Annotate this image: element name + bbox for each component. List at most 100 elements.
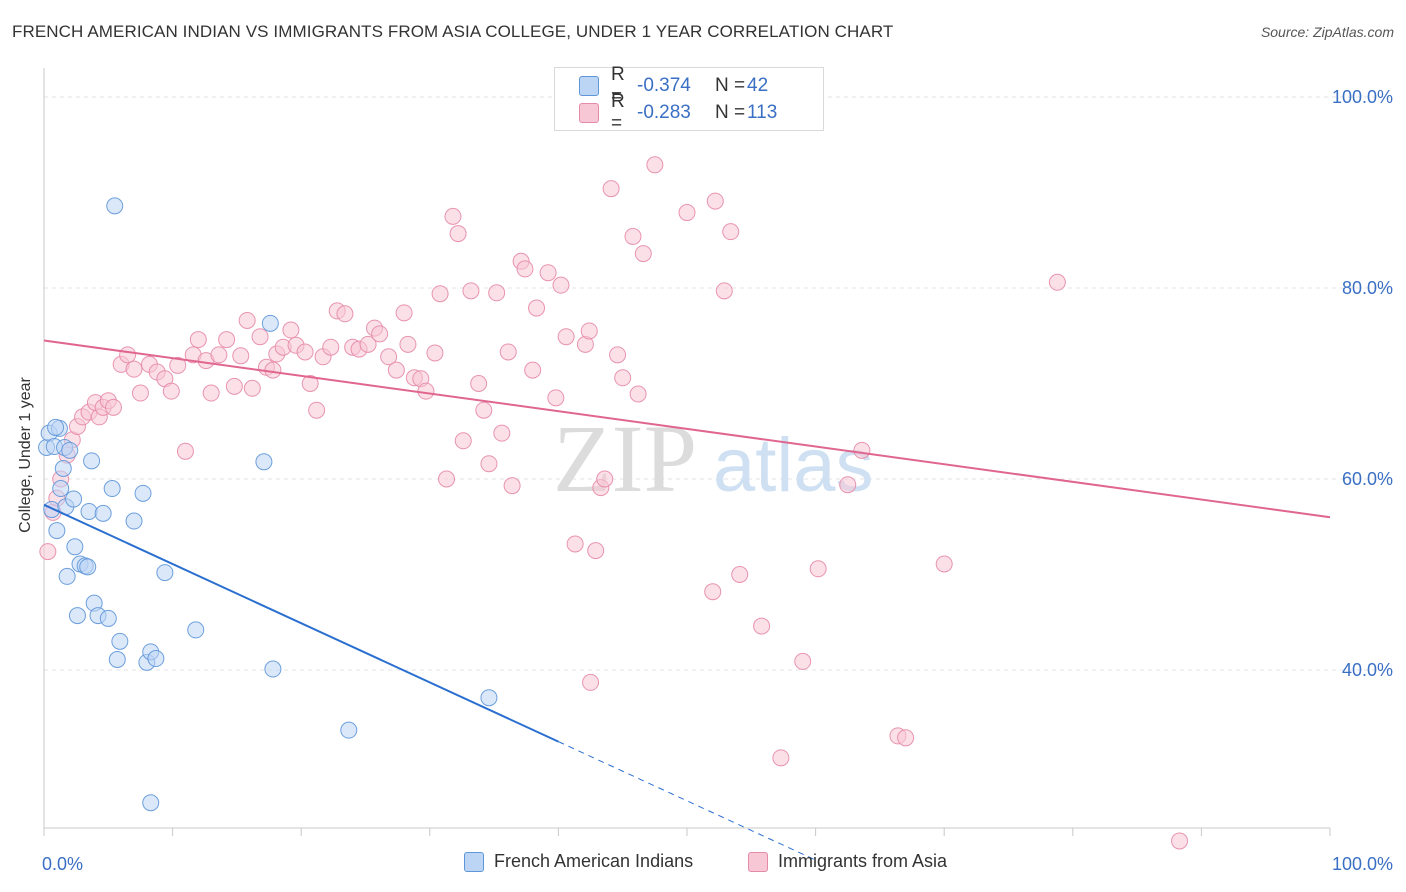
data-point	[449, 225, 467, 243]
data-point	[264, 660, 282, 678]
data-point	[493, 424, 511, 442]
data-point	[162, 382, 180, 400]
data-point	[387, 361, 405, 379]
data-point	[480, 455, 498, 473]
data-point	[156, 564, 174, 582]
data-point	[587, 542, 605, 560]
data-point	[582, 673, 600, 691]
data-point	[503, 477, 521, 495]
data-point	[704, 583, 722, 601]
trend-line-immigrants-from-asia	[43, 339, 1331, 519]
data-point	[794, 652, 812, 670]
data-point	[187, 621, 205, 639]
data-point	[68, 607, 86, 625]
french-american-indians-points	[38, 197, 498, 812]
data-point	[772, 749, 790, 767]
watermark-zip: ZIP	[553, 405, 697, 512]
data-point	[853, 441, 871, 459]
data-point	[255, 453, 273, 471]
x-tick-labels: 0.0% 100.0%	[42, 854, 1393, 874]
blue-swatch	[579, 76, 599, 96]
trend-lines	[43, 339, 1331, 861]
data-point	[371, 325, 389, 343]
data-point	[202, 384, 220, 402]
data-point	[125, 512, 143, 530]
data-point	[169, 356, 187, 374]
data-point	[261, 314, 279, 332]
data-point	[609, 346, 627, 364]
data-point	[66, 538, 84, 556]
data-point	[103, 480, 121, 498]
data-point	[225, 377, 243, 395]
data-point	[43, 501, 61, 519]
data-point	[1171, 832, 1189, 850]
data-point	[731, 566, 749, 583]
data-point	[602, 180, 620, 198]
data-point	[539, 264, 557, 282]
data-point	[47, 418, 65, 436]
source-credit: Source: ZipAtlas.com	[1260, 24, 1394, 40]
data-point	[395, 304, 413, 322]
trend-line-french-american-indians	[43, 503, 559, 743]
chart-title: FRENCH AMERICAN INDIAN VS IMMIGRANTS FRO…	[12, 22, 894, 41]
data-point	[624, 227, 642, 245]
legend-row-immigrants-from-asia: R = -0.283 N = 113	[579, 91, 777, 134]
y-tick-labels: 40.0% 60.0% 80.0% 100.0%	[1332, 87, 1393, 680]
data-point	[706, 192, 724, 210]
r-value: -0.374	[637, 75, 691, 96]
n-label: N =	[715, 75, 746, 96]
data-point	[614, 369, 632, 387]
data-point	[488, 284, 506, 302]
data-point	[499, 343, 517, 361]
y-axis-label: College, Under 1 year	[17, 377, 34, 533]
legend-item-french-american-indians[interactable]: French American Indians	[464, 851, 693, 872]
data-point	[65, 490, 83, 508]
data-point	[417, 382, 435, 400]
r-label: R =	[611, 64, 625, 107]
data-point	[80, 502, 98, 520]
data-point	[54, 459, 72, 477]
x-tick-label: 100.0%	[1332, 854, 1393, 874]
data-point	[232, 347, 250, 365]
correlation-legend: R = -0.374 N = 42 R = -0.283 N = 113	[554, 64, 824, 134]
data-point	[897, 729, 915, 747]
data-point	[134, 484, 152, 502]
data-point	[296, 343, 314, 361]
n-value: 42	[747, 75, 769, 96]
data-point	[566, 535, 584, 553]
data-point	[426, 344, 444, 362]
legend-row-french-american-indians: R = -0.374 N = 42	[579, 64, 769, 107]
legend-label: French American Indians	[494, 851, 694, 871]
legend-item-immigrants-from-asia[interactable]: Immigrants from Asia	[748, 851, 947, 872]
x-tick-label: 0.0%	[42, 854, 83, 874]
data-point	[809, 560, 827, 578]
series-legend: French American Indians Immigrants from …	[0, 851, 1406, 877]
data-point	[39, 543, 57, 561]
trend-line-extension	[558, 741, 816, 861]
data-point	[444, 207, 462, 225]
data-point	[557, 328, 575, 346]
data-point	[104, 398, 122, 416]
data-point	[48, 522, 66, 540]
data-point	[52, 480, 70, 498]
data-point	[94, 504, 112, 522]
r-label: R =	[611, 91, 625, 134]
data-point	[470, 375, 488, 392]
pink-swatch	[748, 851, 768, 872]
data-point	[547, 389, 565, 407]
data-point	[147, 650, 165, 668]
data-point	[634, 245, 652, 263]
data-point	[646, 156, 664, 174]
data-point	[552, 276, 570, 294]
data-point	[189, 331, 207, 349]
data-point	[454, 432, 472, 450]
data-point	[336, 305, 354, 323]
data-point	[79, 558, 97, 576]
watermark-atlas: atlas	[713, 423, 874, 508]
data-point	[282, 321, 300, 339]
data-point	[61, 441, 79, 459]
data-point	[125, 360, 143, 378]
immigrants-from-asia-points	[39, 156, 1189, 850]
data-point	[111, 632, 129, 650]
